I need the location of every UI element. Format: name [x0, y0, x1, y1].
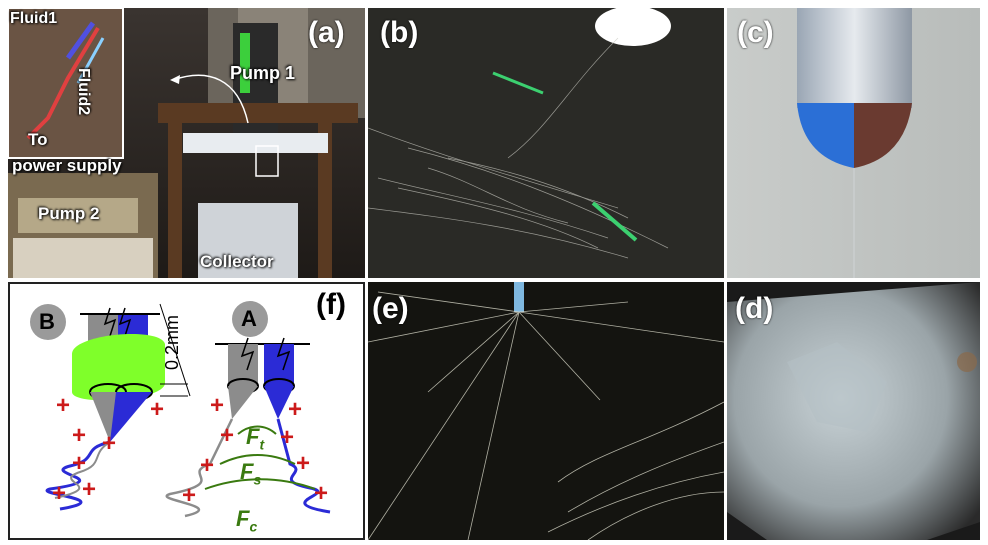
- panel-c-label: (c): [737, 16, 774, 49]
- force-fc: Fc: [236, 506, 258, 535]
- charge-plus: +: [314, 480, 329, 507]
- charge-plus: +: [220, 422, 235, 449]
- force-fs: Fs: [240, 459, 262, 488]
- charge-plus: +: [210, 392, 225, 419]
- fluid2-label: Fluid2: [75, 68, 92, 116]
- badge-b-circle: [30, 304, 66, 340]
- panel-b-label: (b): [380, 16, 419, 49]
- panel-a-label: (a): [308, 16, 345, 49]
- panel-e-scene: [368, 282, 724, 540]
- panel-c-photo: (c): [727, 8, 980, 278]
- dimension-label: 0.2mm: [162, 315, 183, 370]
- panel-f-label: (f): [316, 288, 346, 321]
- charge-plus: +: [182, 482, 197, 509]
- panel-f-diagram: B A (f) 0.2mm Ft Fs Fc + + + + + + + + +…: [8, 282, 365, 540]
- force-ft: Ft: [246, 424, 265, 453]
- needle-b: [45, 307, 165, 511]
- panel-d-scene: [727, 282, 980, 540]
- needle-a: [165, 337, 331, 518]
- collector-label: Collector: [200, 252, 274, 271]
- panel-b-scene: [368, 8, 724, 278]
- charge-plus: +: [280, 424, 295, 451]
- badge-b-text: B: [39, 309, 55, 334]
- badge-a-circle: [232, 301, 268, 337]
- charge-plus: +: [200, 452, 215, 479]
- diagram-drawing: [30, 301, 331, 518]
- charge-plus: +: [82, 476, 97, 503]
- dimension-unit: mm: [162, 314, 182, 345]
- fluid1-label: Fluid1: [10, 10, 58, 27]
- panel-d-label: (d): [735, 292, 774, 325]
- charge-plus: +: [72, 450, 87, 477]
- panel-a-scene: [8, 8, 365, 278]
- badge-a-text: A: [241, 306, 257, 331]
- panel-c-scene: [727, 8, 980, 278]
- pump2-label: Pump 2: [38, 204, 100, 223]
- dimension-value: 0.2: [162, 344, 182, 370]
- panel-d-photo: (d): [727, 282, 980, 540]
- charge-plus: +: [56, 392, 71, 419]
- panel-b-photo: (b): [368, 8, 724, 278]
- to-label: To: [28, 130, 48, 149]
- charge-plus: +: [102, 430, 117, 457]
- power-supply-label: power supply: [12, 156, 122, 175]
- panel-a-photo: (a) Fluid1 Fluid2 To power supply Pump 1…: [8, 8, 365, 278]
- charge-plus: +: [288, 396, 303, 423]
- panel-e-photo: (e): [368, 282, 724, 540]
- charge-plus: +: [72, 422, 87, 449]
- pump1-label: Pump 1: [230, 63, 296, 83]
- charge-plus: +: [52, 480, 67, 507]
- panel-e-label: (e): [372, 292, 409, 325]
- charge-plus: +: [296, 450, 311, 477]
- charge-plus: +: [150, 396, 165, 423]
